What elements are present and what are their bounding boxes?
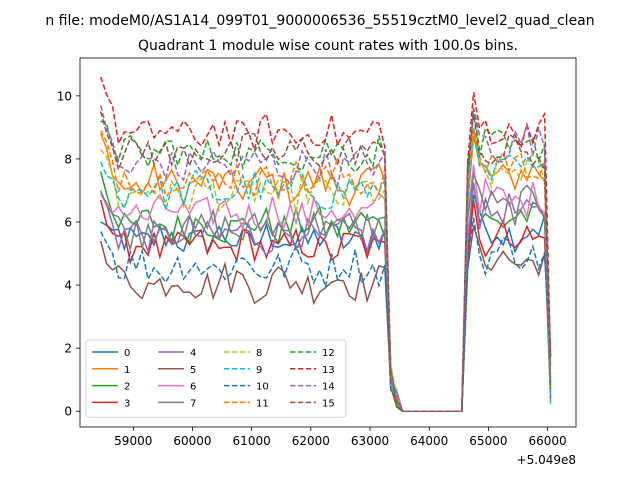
series-line-4 [100,182,552,412]
legend-label: 7 [190,398,196,409]
y-tick-label: 8 [64,152,72,166]
series-line-13 [99,76,552,412]
series-line-3 [99,199,552,412]
y-tick-label: 4 [64,279,72,293]
legend-label: 13 [322,365,335,376]
y-tick-label: 0 [64,405,72,419]
x-tick-label: 66000 [528,434,566,448]
legend-label: 4 [190,348,196,359]
figure-suptitle: n file: modeM0/AS1A14_099T01_9000006536_… [45,13,594,29]
series-line-14 [99,105,552,412]
x-tick-label: 61000 [233,434,271,448]
y-axis: 0 2 4 6 8 10 [57,89,80,419]
series-line-11 [100,128,552,412]
legend-label: 2 [124,382,130,393]
x-tick-label: 65000 [469,434,507,448]
series-line-15 [99,108,552,412]
legend-label: 8 [256,348,262,359]
legend-label: 0 [124,348,130,359]
legend-label: 15 [322,398,335,409]
x-offset-label: +5.049e8 [517,453,576,467]
x-tick-label: 63000 [351,434,389,448]
axes-frame [79,57,577,428]
series-line-1 [100,133,552,412]
legend-label: 10 [256,382,269,393]
y-tick-label: 2 [64,342,72,356]
legend-label: 1 [124,365,130,376]
legend-label: 12 [322,348,335,359]
chart-title: Quadrant 1 module wise count rates with … [138,38,518,54]
legend-label: 14 [322,382,335,393]
series-line-7 [100,171,552,412]
legend-label: 9 [256,365,262,376]
legend-label: 5 [190,365,196,376]
series-layer [99,76,552,412]
x-tick-label: 64000 [410,434,448,448]
legend-label: 11 [256,398,269,409]
legend-label: 3 [124,398,130,409]
x-tick-label: 62000 [292,434,330,448]
legend-box [85,339,347,418]
y-tick-label: 10 [57,89,72,103]
series-line-10 [100,217,552,412]
legend-label: 6 [190,382,196,393]
y-tick-label: 6 [64,216,72,230]
x-tick-label: 60000 [173,434,211,448]
x-tick-label: 59000 [114,434,152,448]
x-axis: 59000 60000 61000 62000 63000 64000 65000 66000 [114,427,567,448]
